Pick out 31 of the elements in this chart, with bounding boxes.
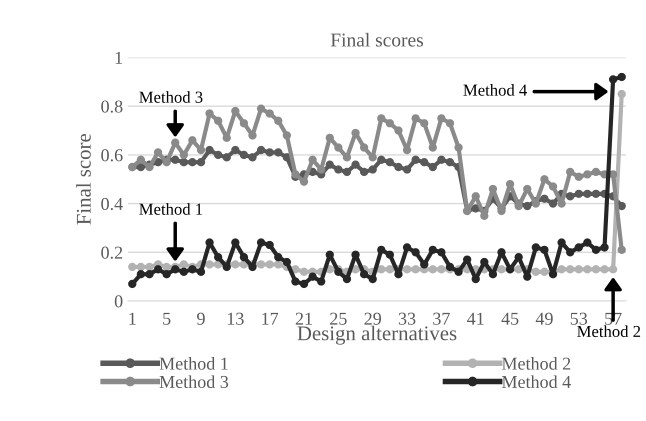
x-tick-label: 41 bbox=[467, 312, 484, 325]
y-tick-label: 0 bbox=[114, 295, 122, 308]
text: Method 2 bbox=[577, 325, 640, 338]
x-tick-label: 21 bbox=[296, 312, 312, 325]
legend-label: Method 4 bbox=[502, 375, 571, 388]
x-tick-label: 37 bbox=[433, 312, 450, 325]
annotation: Method 4 bbox=[463, 84, 527, 96]
legend-label: Method 2 bbox=[502, 357, 570, 370]
annotation: Method 1 bbox=[139, 203, 202, 215]
legend-label: Method 1 bbox=[160, 357, 228, 370]
y-tick-label: 0.8 bbox=[101, 100, 122, 113]
annotation: Method 3 bbox=[139, 91, 202, 103]
y-tick-label: 0.4 bbox=[101, 198, 123, 210]
x-tick-label: 5 bbox=[163, 312, 170, 325]
x-tick-label: 25 bbox=[330, 312, 347, 325]
x-tick-label: 1 bbox=[129, 312, 136, 325]
x-tick-label: 49 bbox=[536, 312, 553, 325]
y-tick-label: 1 bbox=[116, 52, 122, 64]
x-tick-label: 9 bbox=[197, 312, 205, 325]
x-tick-label: 53 bbox=[570, 312, 588, 325]
x-tick-label: 45 bbox=[501, 312, 518, 325]
y-axis-title: Final score bbox=[76, 134, 91, 225]
legend-label: Method 3 bbox=[160, 375, 228, 388]
y-tick-label: 0.6 bbox=[101, 149, 123, 162]
y-tick-label: 0.2 bbox=[101, 246, 122, 259]
x-tick-label: 13 bbox=[228, 312, 244, 325]
x-tick-label: 33 bbox=[398, 312, 416, 325]
x-tick-label: 29 bbox=[364, 312, 381, 325]
chart-title: Final scores bbox=[330, 32, 424, 47]
x-tick-label: 17 bbox=[262, 312, 278, 325]
x-axis-title: Design alternatives bbox=[297, 326, 456, 345]
